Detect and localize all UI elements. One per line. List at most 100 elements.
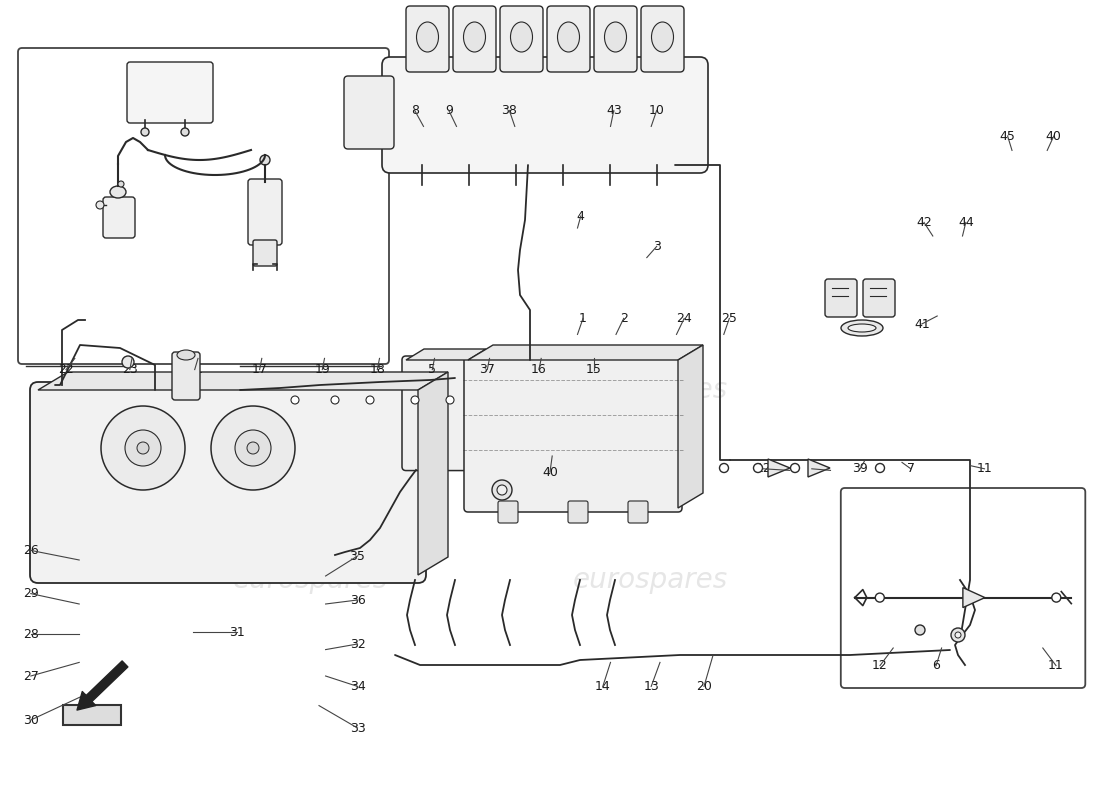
Ellipse shape [177,350,195,360]
Ellipse shape [110,186,126,198]
FancyBboxPatch shape [406,6,449,72]
Circle shape [719,463,728,473]
FancyBboxPatch shape [253,240,277,266]
Text: eurospares: eurospares [232,566,387,594]
Polygon shape [406,349,486,360]
Text: 33: 33 [350,722,365,734]
FancyBboxPatch shape [248,179,282,245]
Text: 34: 34 [350,680,365,693]
Circle shape [754,463,762,473]
Text: 11: 11 [1048,659,1064,672]
Text: 28: 28 [23,628,38,641]
FancyBboxPatch shape [840,488,1086,688]
Text: 27: 27 [23,670,38,682]
FancyBboxPatch shape [547,6,590,72]
Text: 41: 41 [914,318,929,330]
Text: 23: 23 [122,363,138,376]
FancyBboxPatch shape [18,48,389,364]
Circle shape [411,396,419,404]
Text: 20: 20 [696,680,712,693]
Text: 35: 35 [350,550,365,562]
Ellipse shape [417,22,439,52]
FancyBboxPatch shape [500,6,543,72]
Text: 40: 40 [1046,130,1062,142]
Circle shape [366,396,374,404]
Text: 31: 31 [229,626,244,638]
Text: 37: 37 [480,363,495,376]
Circle shape [101,406,185,490]
FancyBboxPatch shape [498,501,518,523]
Text: 40: 40 [542,466,558,478]
Text: 15: 15 [586,363,602,376]
Circle shape [492,480,512,500]
Text: eurospares: eurospares [572,566,727,594]
Text: 16: 16 [531,363,547,376]
Text: 30: 30 [23,714,38,726]
Text: 22: 22 [58,363,74,376]
Text: 17: 17 [252,363,267,376]
Text: 5: 5 [428,363,437,376]
Text: 6: 6 [807,462,816,475]
Text: eurospares: eurospares [572,376,727,404]
Text: 39: 39 [852,462,868,475]
Circle shape [260,155,270,165]
Text: 18: 18 [370,363,385,376]
Ellipse shape [605,22,627,52]
Text: 1: 1 [579,312,587,325]
Text: 10: 10 [649,104,664,117]
Ellipse shape [651,22,673,52]
FancyBboxPatch shape [453,6,496,72]
Text: 4: 4 [576,210,585,222]
Ellipse shape [558,22,580,52]
Circle shape [138,442,148,454]
Text: 9: 9 [444,104,453,117]
Text: 25: 25 [722,312,737,325]
Polygon shape [468,345,703,360]
Text: 3: 3 [652,240,661,253]
Polygon shape [768,459,790,477]
Polygon shape [808,459,830,477]
Polygon shape [39,372,448,390]
Circle shape [955,632,961,638]
Text: 13: 13 [644,680,659,693]
Text: 2: 2 [619,312,628,325]
Text: 42: 42 [916,216,932,229]
Circle shape [952,628,965,642]
Ellipse shape [510,22,532,52]
FancyBboxPatch shape [864,279,895,317]
Ellipse shape [842,320,883,336]
FancyBboxPatch shape [402,356,472,470]
FancyBboxPatch shape [344,76,394,149]
FancyBboxPatch shape [30,382,426,583]
Text: 14: 14 [595,680,610,693]
FancyBboxPatch shape [568,501,588,523]
Circle shape [292,396,299,404]
Text: 21: 21 [187,363,202,376]
Text: 36: 36 [350,594,365,606]
Circle shape [122,356,134,368]
Circle shape [248,442,258,454]
Circle shape [125,430,161,466]
FancyBboxPatch shape [172,352,200,400]
Ellipse shape [463,22,485,52]
Circle shape [791,463,800,473]
Circle shape [915,625,925,635]
Text: eurospares: eurospares [232,376,387,404]
Polygon shape [678,345,703,508]
Text: 29: 29 [23,587,38,600]
Text: 6: 6 [932,659,940,672]
Text: 44: 44 [958,216,974,229]
FancyBboxPatch shape [382,57,708,173]
Circle shape [497,485,507,495]
Circle shape [876,593,884,602]
FancyBboxPatch shape [126,62,213,123]
Ellipse shape [848,324,876,332]
Circle shape [331,396,339,404]
FancyBboxPatch shape [641,6,684,72]
Text: 19: 19 [315,363,330,376]
FancyBboxPatch shape [63,705,121,725]
Circle shape [96,201,104,209]
Text: 11: 11 [977,462,992,475]
Text: 7: 7 [906,462,915,475]
FancyArrowPatch shape [77,661,128,710]
